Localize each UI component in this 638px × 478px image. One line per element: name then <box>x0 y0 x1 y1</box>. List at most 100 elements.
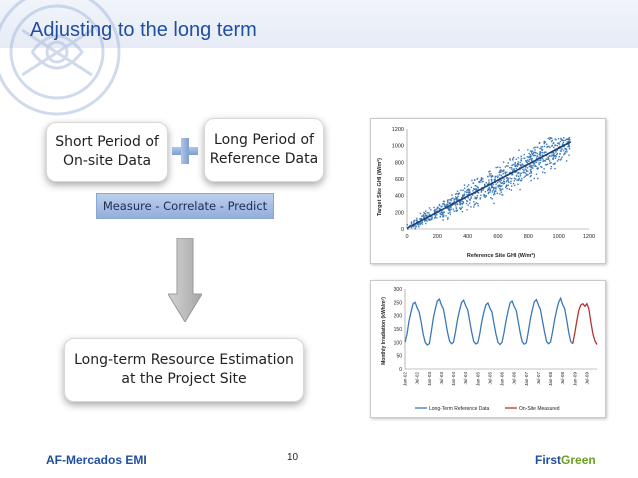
plus-icon <box>172 138 198 164</box>
scatter-point <box>515 164 517 167</box>
scatter-point <box>537 159 539 162</box>
scatter-point <box>530 158 532 160</box>
scatter-point <box>413 220 415 223</box>
scatter-point <box>502 170 504 173</box>
scatter-point <box>530 179 532 182</box>
scatter-point <box>529 175 532 178</box>
scatter-point <box>517 183 519 185</box>
scatter-point <box>451 194 453 196</box>
scatter-trend-line <box>406 141 572 229</box>
scatter-point <box>502 183 504 185</box>
scatter-point <box>533 147 535 149</box>
scatter-point <box>488 187 490 189</box>
scatter-point <box>467 184 470 186</box>
scatter-point <box>546 146 548 148</box>
scatter-point <box>505 177 508 179</box>
scatter-point <box>537 177 539 180</box>
scatter-point <box>528 160 530 162</box>
scatter-point <box>472 194 474 196</box>
scatter-point <box>488 171 490 173</box>
scatter-point <box>482 189 484 191</box>
scatter-point <box>497 175 499 177</box>
scatter-point <box>524 160 527 162</box>
scatter-point <box>519 168 521 171</box>
scatter-point <box>451 202 454 204</box>
scatter-point <box>424 219 427 221</box>
scatter-point <box>505 186 507 189</box>
scatter-point <box>539 153 541 156</box>
scatter-point <box>489 170 491 172</box>
scatter-point <box>507 184 509 187</box>
scatter-point <box>464 187 466 189</box>
scatter-y-tick: 0 <box>401 227 404 233</box>
scatter-point <box>414 228 416 230</box>
scatter-point <box>443 211 445 213</box>
scatter-point <box>556 149 559 151</box>
scatter-point <box>499 189 502 192</box>
scatter-point <box>521 178 523 180</box>
scatter-point <box>565 148 567 151</box>
scatter-point <box>489 175 491 177</box>
scatter-point <box>532 152 535 154</box>
line-chart: Monthly Irradiation (kWh/m²) 0 50 100 150 20… <box>381 287 598 412</box>
scatter-point <box>545 143 548 145</box>
scatter-point <box>510 182 512 184</box>
scatter-point <box>529 157 532 159</box>
scatter-point <box>437 206 439 208</box>
scatter-point <box>498 187 501 190</box>
scatter-point <box>564 148 566 150</box>
scatter-point <box>447 201 449 203</box>
scatter-point <box>499 193 501 195</box>
scatter-point <box>554 157 557 159</box>
scatter-point <box>456 209 459 212</box>
scatter-point <box>553 152 555 155</box>
scatter-point <box>534 146 536 149</box>
scatter-point <box>491 185 493 187</box>
scatter-point <box>532 164 534 167</box>
line-y-tick: 300 <box>394 287 403 293</box>
scatter-point <box>466 189 468 192</box>
scatter-point <box>446 199 449 201</box>
line-ylabel: Monthly Irradiation (kWh/m²) <box>381 297 387 365</box>
scatter-point <box>492 193 495 196</box>
scatter-point <box>406 224 408 226</box>
scatter-point <box>504 172 507 175</box>
scatter-point <box>506 179 508 182</box>
scatter-point <box>459 201 462 204</box>
scatter-point <box>553 163 556 165</box>
scatter-point <box>490 178 493 181</box>
scatter-point <box>434 215 437 217</box>
scatter-point <box>428 207 431 209</box>
scatter-point <box>480 177 483 179</box>
scatter-point <box>490 196 492 199</box>
scatter-point <box>518 171 520 174</box>
scatter-point <box>562 149 565 152</box>
scatter-point <box>510 166 513 169</box>
scatter-point <box>565 138 568 141</box>
scatter-point <box>505 181 508 183</box>
scatter-point <box>528 172 531 175</box>
scatter-point <box>461 206 463 208</box>
scatter-point <box>552 142 554 144</box>
scatter-point <box>410 223 413 225</box>
scatter-point <box>510 185 513 187</box>
scatter-point <box>467 191 469 193</box>
scatter-point <box>482 180 484 183</box>
scatter-point <box>465 202 468 205</box>
scatter-point <box>512 159 514 161</box>
scatter-point <box>468 198 471 201</box>
scatter-point <box>505 184 508 186</box>
scatter-point <box>466 200 469 202</box>
scatter-point <box>485 195 488 197</box>
scatter-point <box>418 222 420 224</box>
scatter-point <box>499 166 501 169</box>
scatter-point <box>518 177 520 180</box>
scatter-point <box>407 228 409 230</box>
scatter-point <box>524 175 526 177</box>
scatter-point <box>517 175 520 178</box>
scatter-point <box>523 170 525 172</box>
scatter-point <box>565 160 568 162</box>
scatter-point <box>525 174 528 177</box>
scatter-point <box>551 152 553 154</box>
scatter-y-tick: 600 <box>395 177 404 183</box>
